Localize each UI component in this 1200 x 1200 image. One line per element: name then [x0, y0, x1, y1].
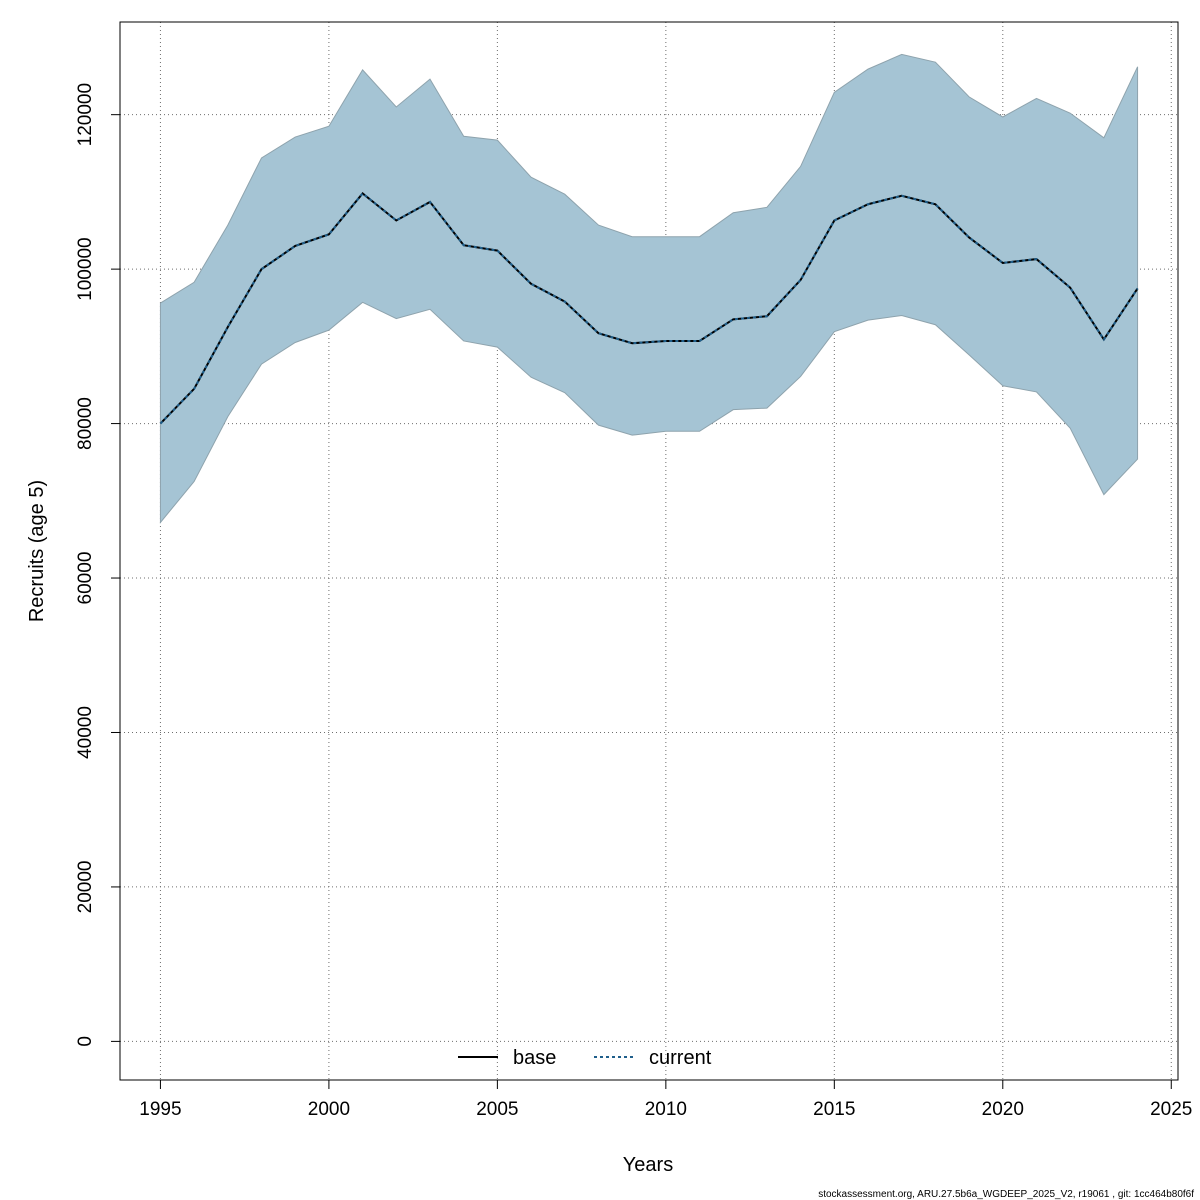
y-tick-label: 60000 [75, 552, 96, 605]
legend-label-current: current [649, 1047, 712, 1069]
y-tick-label: 40000 [75, 706, 96, 759]
y-tick-label: 0 [75, 1036, 96, 1047]
x-tick-label: 1995 [139, 1099, 181, 1120]
series-line-base [159, 192, 1139, 425]
x-tick-label: 2015 [813, 1099, 855, 1120]
y-tick-label: 120000 [75, 83, 96, 146]
footer-credit: stockassessment.org, ARU.27.5b6a_WGDEEP_… [818, 1189, 1194, 1200]
x-tick-label: 2000 [308, 1099, 350, 1120]
x-axis-title: Years [623, 1154, 673, 1176]
legend-label-base: base [513, 1047, 556, 1069]
x-axis: 1995 2000 2005 2010 2015 2020 2025 [139, 1079, 1192, 1120]
confidence-band [159, 53, 1139, 524]
y-tick-label: 100000 [75, 237, 96, 300]
x-tick-label: 2025 [1150, 1099, 1192, 1120]
x-tick-label: 2005 [476, 1099, 518, 1120]
y-axis: 0 20000 40000 60000 80000 100000 120000 [75, 83, 121, 1047]
x-tick-label: 2010 [645, 1099, 687, 1120]
legend: base current [458, 1047, 712, 1069]
y-axis-title: Recruits (age 5) [26, 480, 48, 622]
y-tick-label: 20000 [75, 861, 96, 914]
y-tick-label: 80000 [75, 397, 96, 450]
x-tick-label: 2020 [982, 1099, 1024, 1120]
